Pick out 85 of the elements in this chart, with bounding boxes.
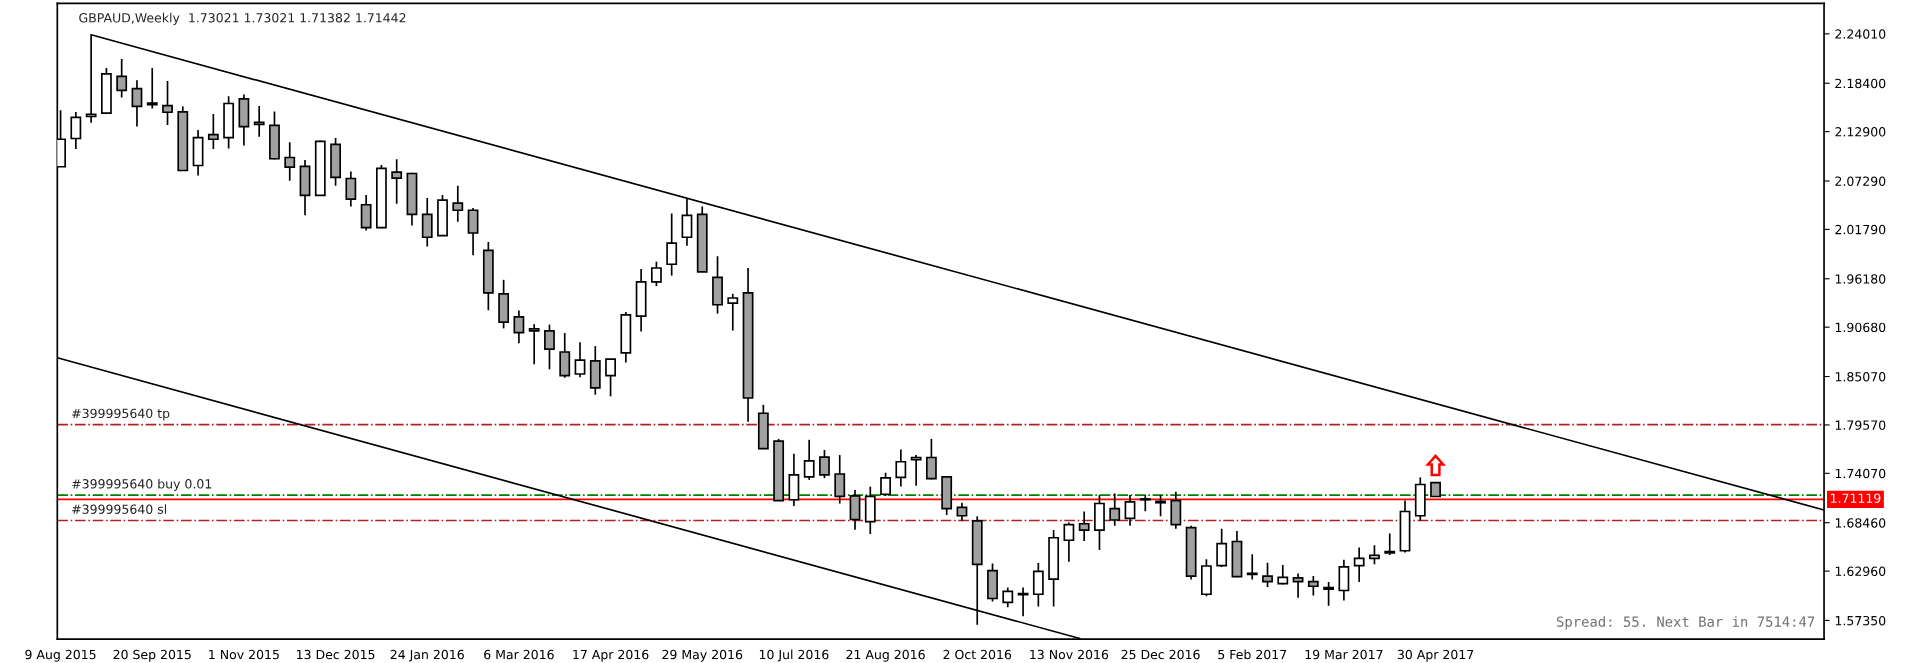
y-tick-label: 1.96180 <box>1835 274 1886 284</box>
x-tick-label: 2 Oct 2016 <box>943 649 1012 660</box>
candlestick <box>345 170 357 208</box>
x-tick-label: 13 Nov 2016 <box>1030 649 1109 660</box>
candlestick <box>956 501 968 522</box>
candlestick <box>1216 528 1228 568</box>
x-tick-label: 6 Mar 2016 <box>484 649 554 660</box>
text: GBPAUD,Weekly 1.73021 1.73021 1.71382 1.71442 <box>79 12 406 25</box>
candlestick <box>421 197 433 248</box>
y-tick-label: 1.74070 <box>1835 468 1886 479</box>
y-tick-label: 2.12900 <box>1835 127 1886 137</box>
x-tick-label: 1 Nov 2015 <box>209 649 279 660</box>
candlestick <box>803 438 815 481</box>
candlestick <box>131 79 143 128</box>
y-tick-label: 1.68460 <box>1835 518 1886 528</box>
x-tick-label: 10 Jul 2016 <box>759 649 829 662</box>
candlestick <box>1246 553 1258 581</box>
candlestick <box>574 341 586 379</box>
candlestick <box>681 197 693 247</box>
candlestick <box>834 454 846 505</box>
candlestick <box>1307 575 1319 597</box>
candlestick <box>880 471 891 497</box>
candlestick <box>467 207 479 257</box>
x-tick-label: 20 Sep 2015 <box>113 649 191 662</box>
candlestick <box>727 292 739 332</box>
candlestick <box>146 67 158 110</box>
x-tick-label: 13 Dec 2015 <box>297 649 375 660</box>
y-tick-label: 1.57350 <box>1835 615 1886 626</box>
candlestick <box>207 113 219 150</box>
x-tick-label: 19 Mar 2017 <box>1305 649 1383 660</box>
x-tick-label: 17 Apr 2016 <box>573 649 649 662</box>
ref-line-label: 1.71119 <box>1830 493 1881 503</box>
y-tick-label: 1.85070 <box>1835 372 1886 382</box>
candlestick <box>1323 581 1335 607</box>
candlestick <box>1002 586 1014 609</box>
x-tick-label: 24 Jan 2016 <box>390 649 464 662</box>
candlestick <box>819 449 830 480</box>
candlestick <box>849 489 861 531</box>
x-tick-label: 29 May 2016 <box>662 649 743 662</box>
candlestick <box>559 332 571 379</box>
y-tick-label: 1.62960 <box>1835 566 1886 577</box>
candlestick <box>284 141 296 182</box>
candlestick <box>1262 561 1273 588</box>
candlestick <box>391 158 403 205</box>
y-tick-label: 2.01790 <box>1835 224 1886 235</box>
candlestick <box>1078 510 1090 542</box>
annotation: Spread: 55. Next Bar in 7514:47 <box>1556 616 1815 630</box>
ref-line-label: #399995640 tp <box>72 408 170 421</box>
y-tick-label: 2.07290 <box>1835 176 1886 186</box>
candlestick <box>666 212 678 277</box>
candlestick <box>452 184 464 223</box>
candlestick <box>1277 564 1289 586</box>
candlestick <box>1353 546 1365 583</box>
candlestick <box>605 358 616 398</box>
candlestick <box>1369 544 1380 566</box>
candlestick <box>1384 532 1396 556</box>
y-tick-label: 1.90680 <box>1835 322 1886 333</box>
x-tick-label: 21 Aug 2016 <box>846 649 925 662</box>
x-tick-label: 9 Aug 2015 <box>25 649 96 662</box>
candlestick <box>1032 562 1044 608</box>
candlestick <box>1017 586 1029 618</box>
candlestick <box>1109 492 1121 527</box>
candlestick <box>1124 494 1136 527</box>
candlestick <box>513 309 525 345</box>
x-tick-label: 25 Dec 2016 <box>1121 649 1200 660</box>
candlestick <box>895 448 907 488</box>
candlestick <box>1155 494 1166 518</box>
candlestick <box>544 323 555 371</box>
candlestick <box>528 323 540 366</box>
ref-line-label: #399995640 sl <box>72 504 167 514</box>
candlestick <box>1063 521 1075 563</box>
y-tick-label: 2.24010 <box>1835 29 1886 39</box>
candlestick <box>70 111 82 150</box>
ref-line-label: #399995640 buy 0.01 <box>72 478 212 491</box>
y-tick-label: 2.18400 <box>1835 78 1886 89</box>
candlestick <box>1139 494 1151 513</box>
candlestick <box>162 80 173 126</box>
y-tick-label: 1.79570 <box>1835 420 1886 430</box>
candlestick <box>116 58 128 99</box>
candlestick <box>925 438 937 481</box>
candlestick <box>650 260 662 287</box>
x-tick-label: 30 Apr 2017 <box>1397 649 1474 662</box>
x-tick-label: 5 Feb 2017 <box>1218 649 1287 660</box>
candlestick <box>1338 558 1350 602</box>
candlestick <box>360 194 372 232</box>
